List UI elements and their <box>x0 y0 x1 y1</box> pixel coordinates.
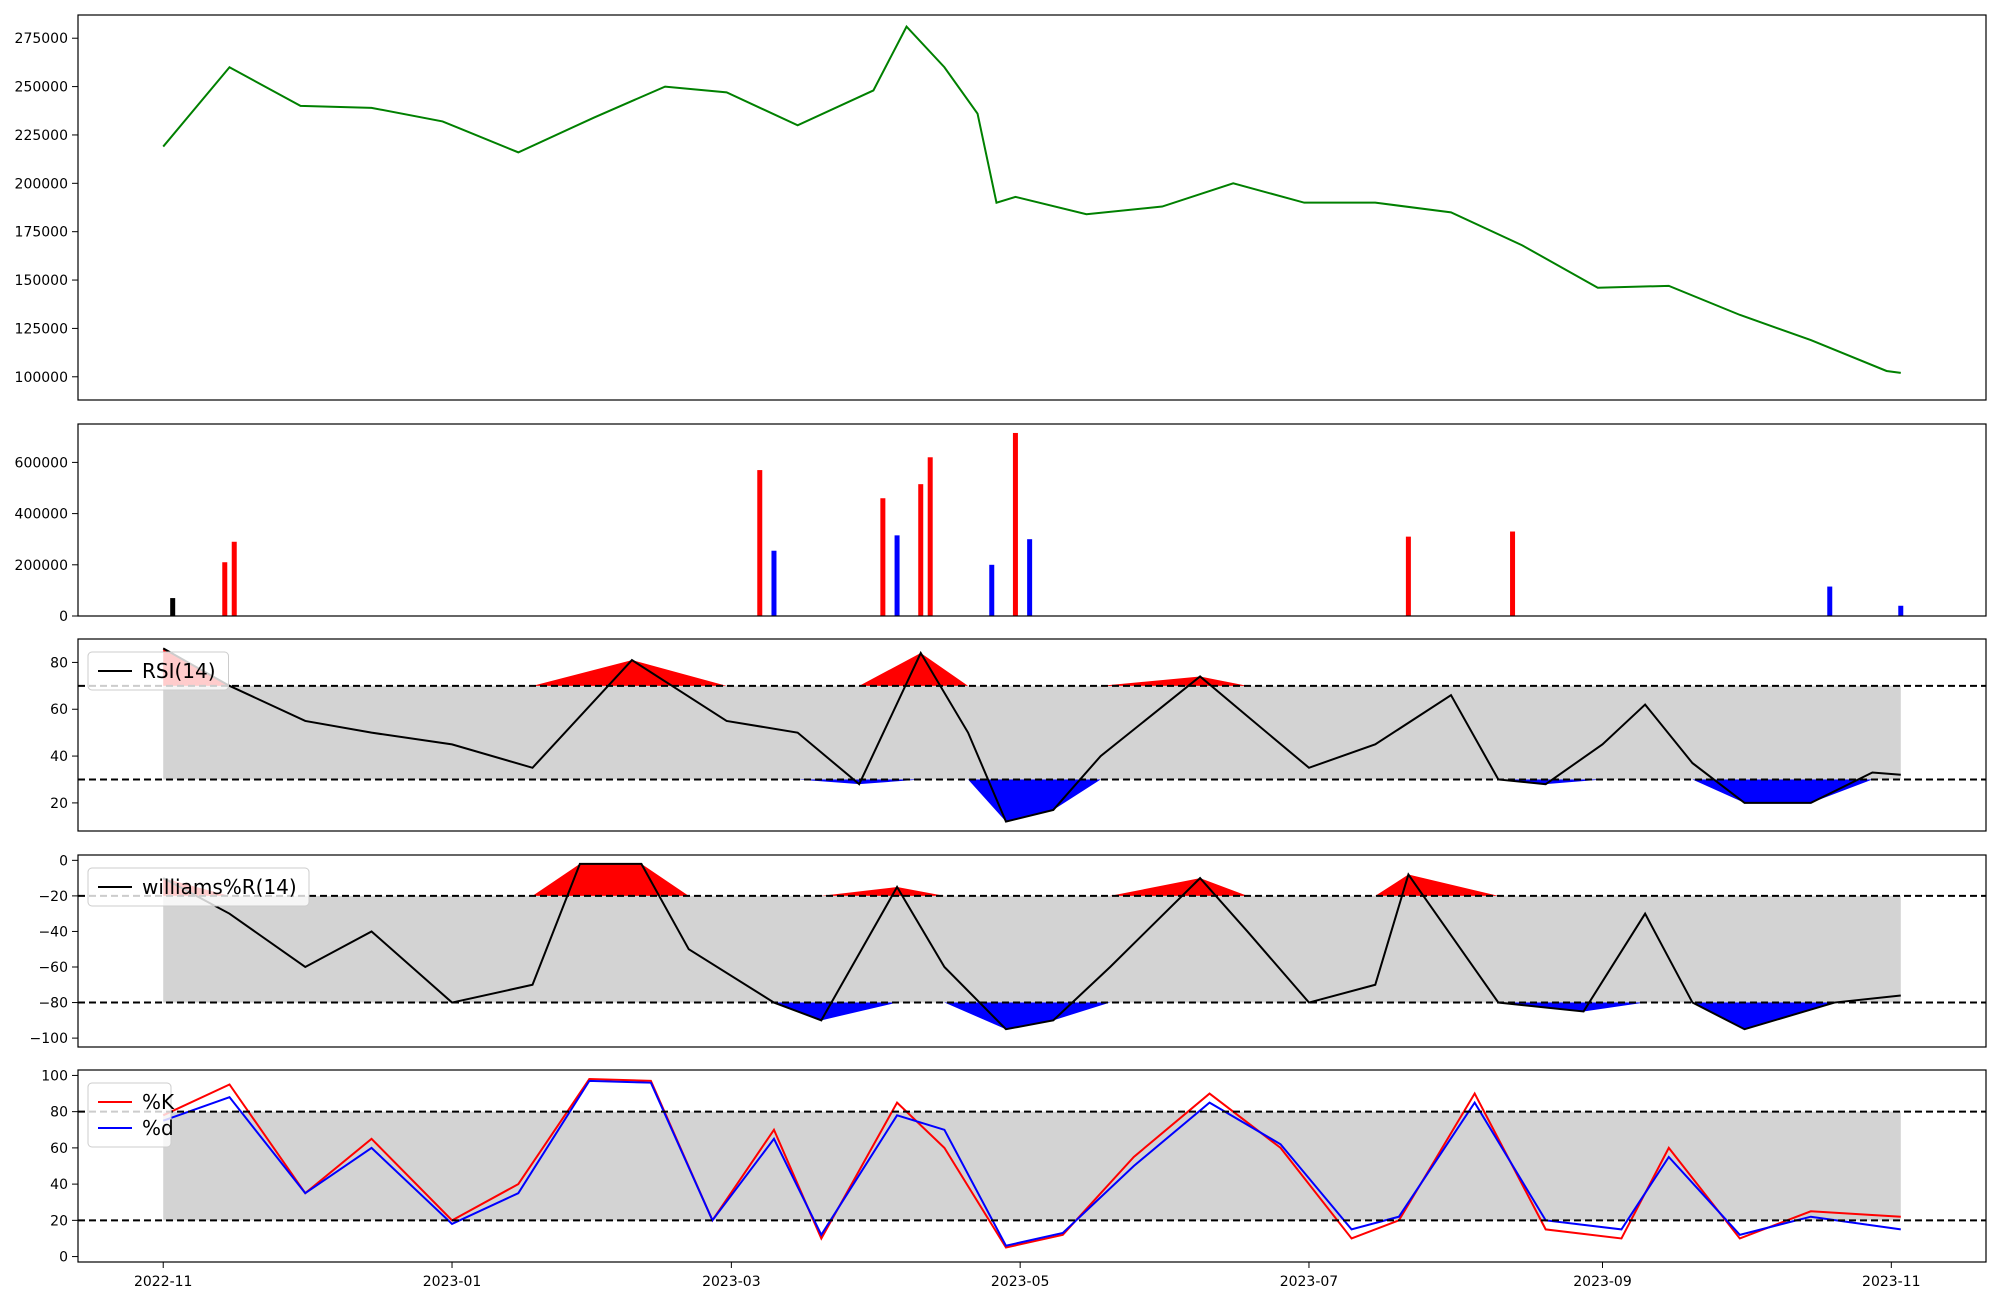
volume-bar <box>1027 539 1033 616</box>
volume-bar <box>1012 432 1018 616</box>
x-axis: 2022-11 2023-01 2023-03 2023-05 2023-07 2023-… <box>134 1262 1921 1290</box>
rsi-legend <box>87 651 229 691</box>
y-tick-label: −20 <box>38 889 68 905</box>
y-tick-label: 100000 <box>15 370 68 386</box>
volume-bar <box>222 562 228 616</box>
legend-label: RSI(14) <box>142 659 216 683</box>
y-tick-label: 125000 <box>15 321 68 337</box>
y-tick-label: 275000 <box>15 31 68 47</box>
legend-label: %K <box>142 1090 175 1114</box>
chart-panels: 1000001250001500001750002000002250002500… <box>15 14 1987 1266</box>
x-tick-label: 2022-11 <box>134 1274 193 1290</box>
volume-frame <box>77 423 1987 617</box>
williams-frame <box>77 854 1987 1048</box>
y-tick-label: 175000 <box>15 225 68 241</box>
x-tick-label: 2023-07 <box>1280 1274 1339 1290</box>
y-tick-label: −100 <box>30 1031 68 1047</box>
williams-band <box>163 895 1901 1003</box>
williams-legend <box>87 867 310 907</box>
panel-rsi: 20 40 60 80 RSI(14) <box>50 638 1987 832</box>
panel-stochastic: 0 20 40 60 80 100 %K%d <box>41 1068 1987 1266</box>
y-tick-label: 20 <box>50 1213 68 1229</box>
panel-williams: −100 −80 −60 −40 −20 0 williams%R(14) <box>30 853 1987 1048</box>
stochastic-band <box>163 1111 1901 1221</box>
y-tick-label: 20 <box>50 796 68 812</box>
volume-bar <box>918 484 924 616</box>
y-tick-label: 60 <box>50 702 68 718</box>
x-tick-label: 2023-03 <box>702 1274 761 1290</box>
y-tick-label: 0 <box>59 1250 68 1266</box>
rsi-frame <box>77 638 1987 832</box>
y-tick-label: 40 <box>50 749 68 765</box>
x-tick-label: 2023-11 <box>1862 1274 1921 1290</box>
panel-volume: 0 200000 400000 600000 <box>15 423 1987 625</box>
williams-series-line-0 <box>162 862 1901 1031</box>
panel-price: 100000 125000 150000 175000 200000 225000 2500… <box>15 14 1987 401</box>
volume-bar <box>927 457 933 616</box>
y-tick-label: 150000 <box>15 273 68 289</box>
y-tick-label: −80 <box>38 996 68 1012</box>
volume-bar <box>757 470 763 616</box>
volume-bar <box>1405 536 1411 616</box>
volume-bar <box>989 564 995 616</box>
y-tick-label: 600000 <box>15 455 68 471</box>
x-tick-label: 2023-05 <box>991 1274 1050 1290</box>
y-tick-label: 200000 <box>15 558 68 574</box>
y-tick-label: 0 <box>59 853 68 869</box>
stochastic-legend <box>87 1082 172 1148</box>
rsi-overbought-fill <box>163 648 1901 686</box>
y-tick-label: 100 <box>41 1068 68 1084</box>
volume-bar <box>1510 531 1516 616</box>
rsi-oversold-fill <box>163 779 1901 822</box>
y-tick-label: 80 <box>50 1105 68 1121</box>
price-frame <box>77 14 1987 401</box>
y-tick-label: 60 <box>50 1141 68 1157</box>
y-tick-label: 225000 <box>15 128 68 144</box>
y-tick-label: 200000 <box>15 176 68 192</box>
volume-bar <box>894 535 900 616</box>
y-tick-label: −40 <box>38 924 68 940</box>
volume-bar <box>1898 605 1904 616</box>
volume-bar <box>771 550 777 616</box>
legend-label: williams%R(14) <box>142 875 297 899</box>
volume-bar <box>1827 586 1833 616</box>
volume-bar <box>231 541 237 616</box>
rsi-band <box>163 685 1901 780</box>
y-tick-label: 80 <box>50 655 68 671</box>
y-tick-label: 0 <box>59 609 68 625</box>
x-tick-label: 2023-09 <box>1573 1274 1632 1290</box>
volume-bar <box>170 598 176 616</box>
williams-oversold-fill <box>163 1002 1901 1030</box>
x-tick-label: 2023-01 <box>423 1274 482 1290</box>
stochastic-frame <box>77 1069 1987 1263</box>
y-tick-label: −60 <box>38 960 68 976</box>
legend-label: %d <box>142 1116 174 1140</box>
y-tick-label: 40 <box>50 1177 68 1193</box>
y-tick-label: 400000 <box>15 507 68 523</box>
williams-overbought-fill <box>163 863 1901 896</box>
volume-bar <box>880 498 886 616</box>
y-tick-label: 250000 <box>15 80 68 96</box>
